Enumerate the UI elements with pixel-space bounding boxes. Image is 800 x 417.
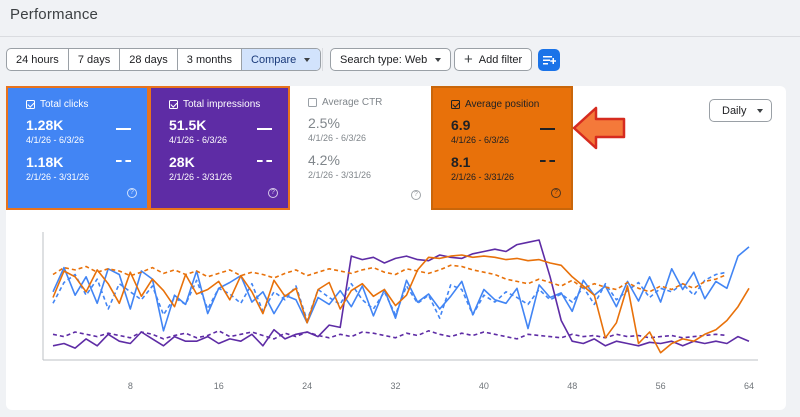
chevron-down-icon: [757, 108, 764, 113]
checkbox-checked-icon[interactable]: [169, 99, 178, 109]
x-tick-label: 40: [478, 381, 489, 391]
series-line-impressions-previous: [52, 330, 727, 340]
granularity-label: Daily: [722, 104, 747, 117]
help-icon[interactable]: ?: [551, 188, 561, 198]
search-type-dropdown[interactable]: Search type: Web: [330, 48, 452, 71]
range-compare-label: Compare: [251, 53, 297, 66]
series-line-impressions-current: [52, 239, 750, 349]
metric-tile-average-ctr[interactable]: Average CTR 2.5% 4/1/26 - 6/3/26 4.2% 2/…: [290, 86, 431, 210]
metric-label: Average position: [465, 98, 540, 110]
range-7-days[interactable]: 7 days: [69, 49, 121, 70]
help-icon[interactable]: ?: [411, 190, 421, 200]
red-arrow-annotation-icon: [572, 106, 626, 150]
metric-previous-value: 8.1: [451, 154, 471, 170]
metric-previous-range: 2/1/26 - 3/31/26: [169, 172, 233, 182]
dashed-line-legend-icon: [257, 160, 272, 162]
x-tick-label: 48: [567, 381, 578, 391]
metric-label-row: Total impressions: [169, 98, 288, 110]
help-icon[interactable]: ?: [268, 188, 278, 198]
add-filter-button[interactable]: + Add filter: [454, 48, 533, 71]
toolbar: 24 hours 7 days 28 days 3 months Compare…: [6, 48, 800, 72]
x-tick-label: 56: [655, 381, 666, 391]
metric-label-row: Average position: [451, 98, 571, 110]
header-divider: [0, 36, 800, 37]
metric-previous-range: 2/1/26 - 3/31/26: [26, 172, 90, 182]
solid-line-legend-icon: [116, 128, 131, 130]
checkbox-checked-icon[interactable]: [26, 99, 35, 109]
metric-current-value: 1.28K: [26, 117, 64, 133]
metric-previous-value: 1.18K: [26, 154, 64, 170]
range-3-months[interactable]: 3 months: [178, 49, 243, 70]
search-type-label: Search type: Web: [340, 53, 428, 66]
metric-current-range: 4/1/26 - 6/3/26: [451, 135, 510, 145]
metric-label: Total impressions: [183, 98, 261, 110]
metric-tile-total-clicks[interactable]: Total clicks 1.28K 4/1/26 - 6/3/26 1.18K…: [6, 86, 149, 210]
series-line-position-previous: [52, 264, 728, 293]
metric-previous-value: 28K: [169, 154, 195, 170]
metric-label: Average CTR: [322, 96, 383, 108]
solid-line-legend-icon: [257, 128, 272, 130]
chevron-down-icon: [304, 57, 311, 62]
granularity-dropdown[interactable]: Daily: [709, 99, 772, 122]
help-icon[interactable]: ?: [127, 188, 137, 198]
range-compare[interactable]: Compare: [242, 49, 321, 70]
metric-tile-total-impressions[interactable]: Total impressions 51.5K 4/1/26 - 6/3/26 …: [149, 86, 290, 210]
add-filter-label: Add filter: [478, 53, 523, 66]
page-title: Performance: [10, 6, 99, 23]
metric-current-value: 2.5%: [308, 115, 340, 131]
performance-line-chart[interactable]: [0, 210, 800, 410]
metric-previous-value: 4.2%: [308, 152, 340, 168]
x-tick-label: 24: [302, 381, 313, 391]
metric-current-range: 4/1/26 - 6/3/26: [308, 133, 367, 143]
metric-label: Total clicks: [40, 98, 89, 110]
toolbar-divider: [322, 48, 323, 71]
metric-previous-range: 2/1/26 - 3/31/26: [308, 170, 372, 180]
dashed-line-legend-icon: [116, 160, 131, 162]
tune-filter-icon: [543, 56, 556, 65]
metric-current-range: 4/1/26 - 6/3/26: [26, 135, 85, 145]
metric-tile-average-position[interactable]: Average position 6.9 4/1/26 - 6/3/26 8.1…: [431, 86, 573, 210]
metric-label-row: Average CTR: [308, 96, 431, 108]
chart-series-layer: [52, 239, 750, 354]
range-28-days[interactable]: 28 days: [120, 49, 178, 70]
series-line-clicks-previous: [52, 271, 728, 322]
metric-label-row: Total clicks: [26, 98, 147, 110]
x-tick-label: 64: [743, 381, 755, 391]
dashed-line-legend-icon: [540, 160, 555, 162]
checkbox-unchecked-icon[interactable]: [308, 97, 317, 107]
filter-settings-button[interactable]: [538, 49, 560, 71]
checkbox-checked-icon[interactable]: [451, 99, 460, 109]
plus-icon: +: [464, 51, 473, 68]
metric-current-value: 51.5K: [169, 117, 207, 133]
metric-current-range: 4/1/26 - 6/3/26: [169, 135, 228, 145]
solid-line-legend-icon: [540, 128, 555, 130]
series-line-position-current: [52, 254, 750, 354]
chevron-down-icon: [435, 57, 442, 62]
x-tick-label: 32: [390, 381, 401, 391]
x-tick-label: 8: [127, 381, 133, 391]
date-range-selector: 24 hours 7 days 28 days 3 months Compare: [6, 48, 322, 71]
metric-current-value: 6.9: [451, 117, 471, 133]
range-24-hours[interactable]: 24 hours: [7, 49, 69, 70]
metric-previous-range: 2/1/26 - 3/31/26: [451, 172, 515, 182]
series-line-clicks-current: [52, 246, 750, 332]
x-tick-label: 16: [213, 381, 224, 391]
